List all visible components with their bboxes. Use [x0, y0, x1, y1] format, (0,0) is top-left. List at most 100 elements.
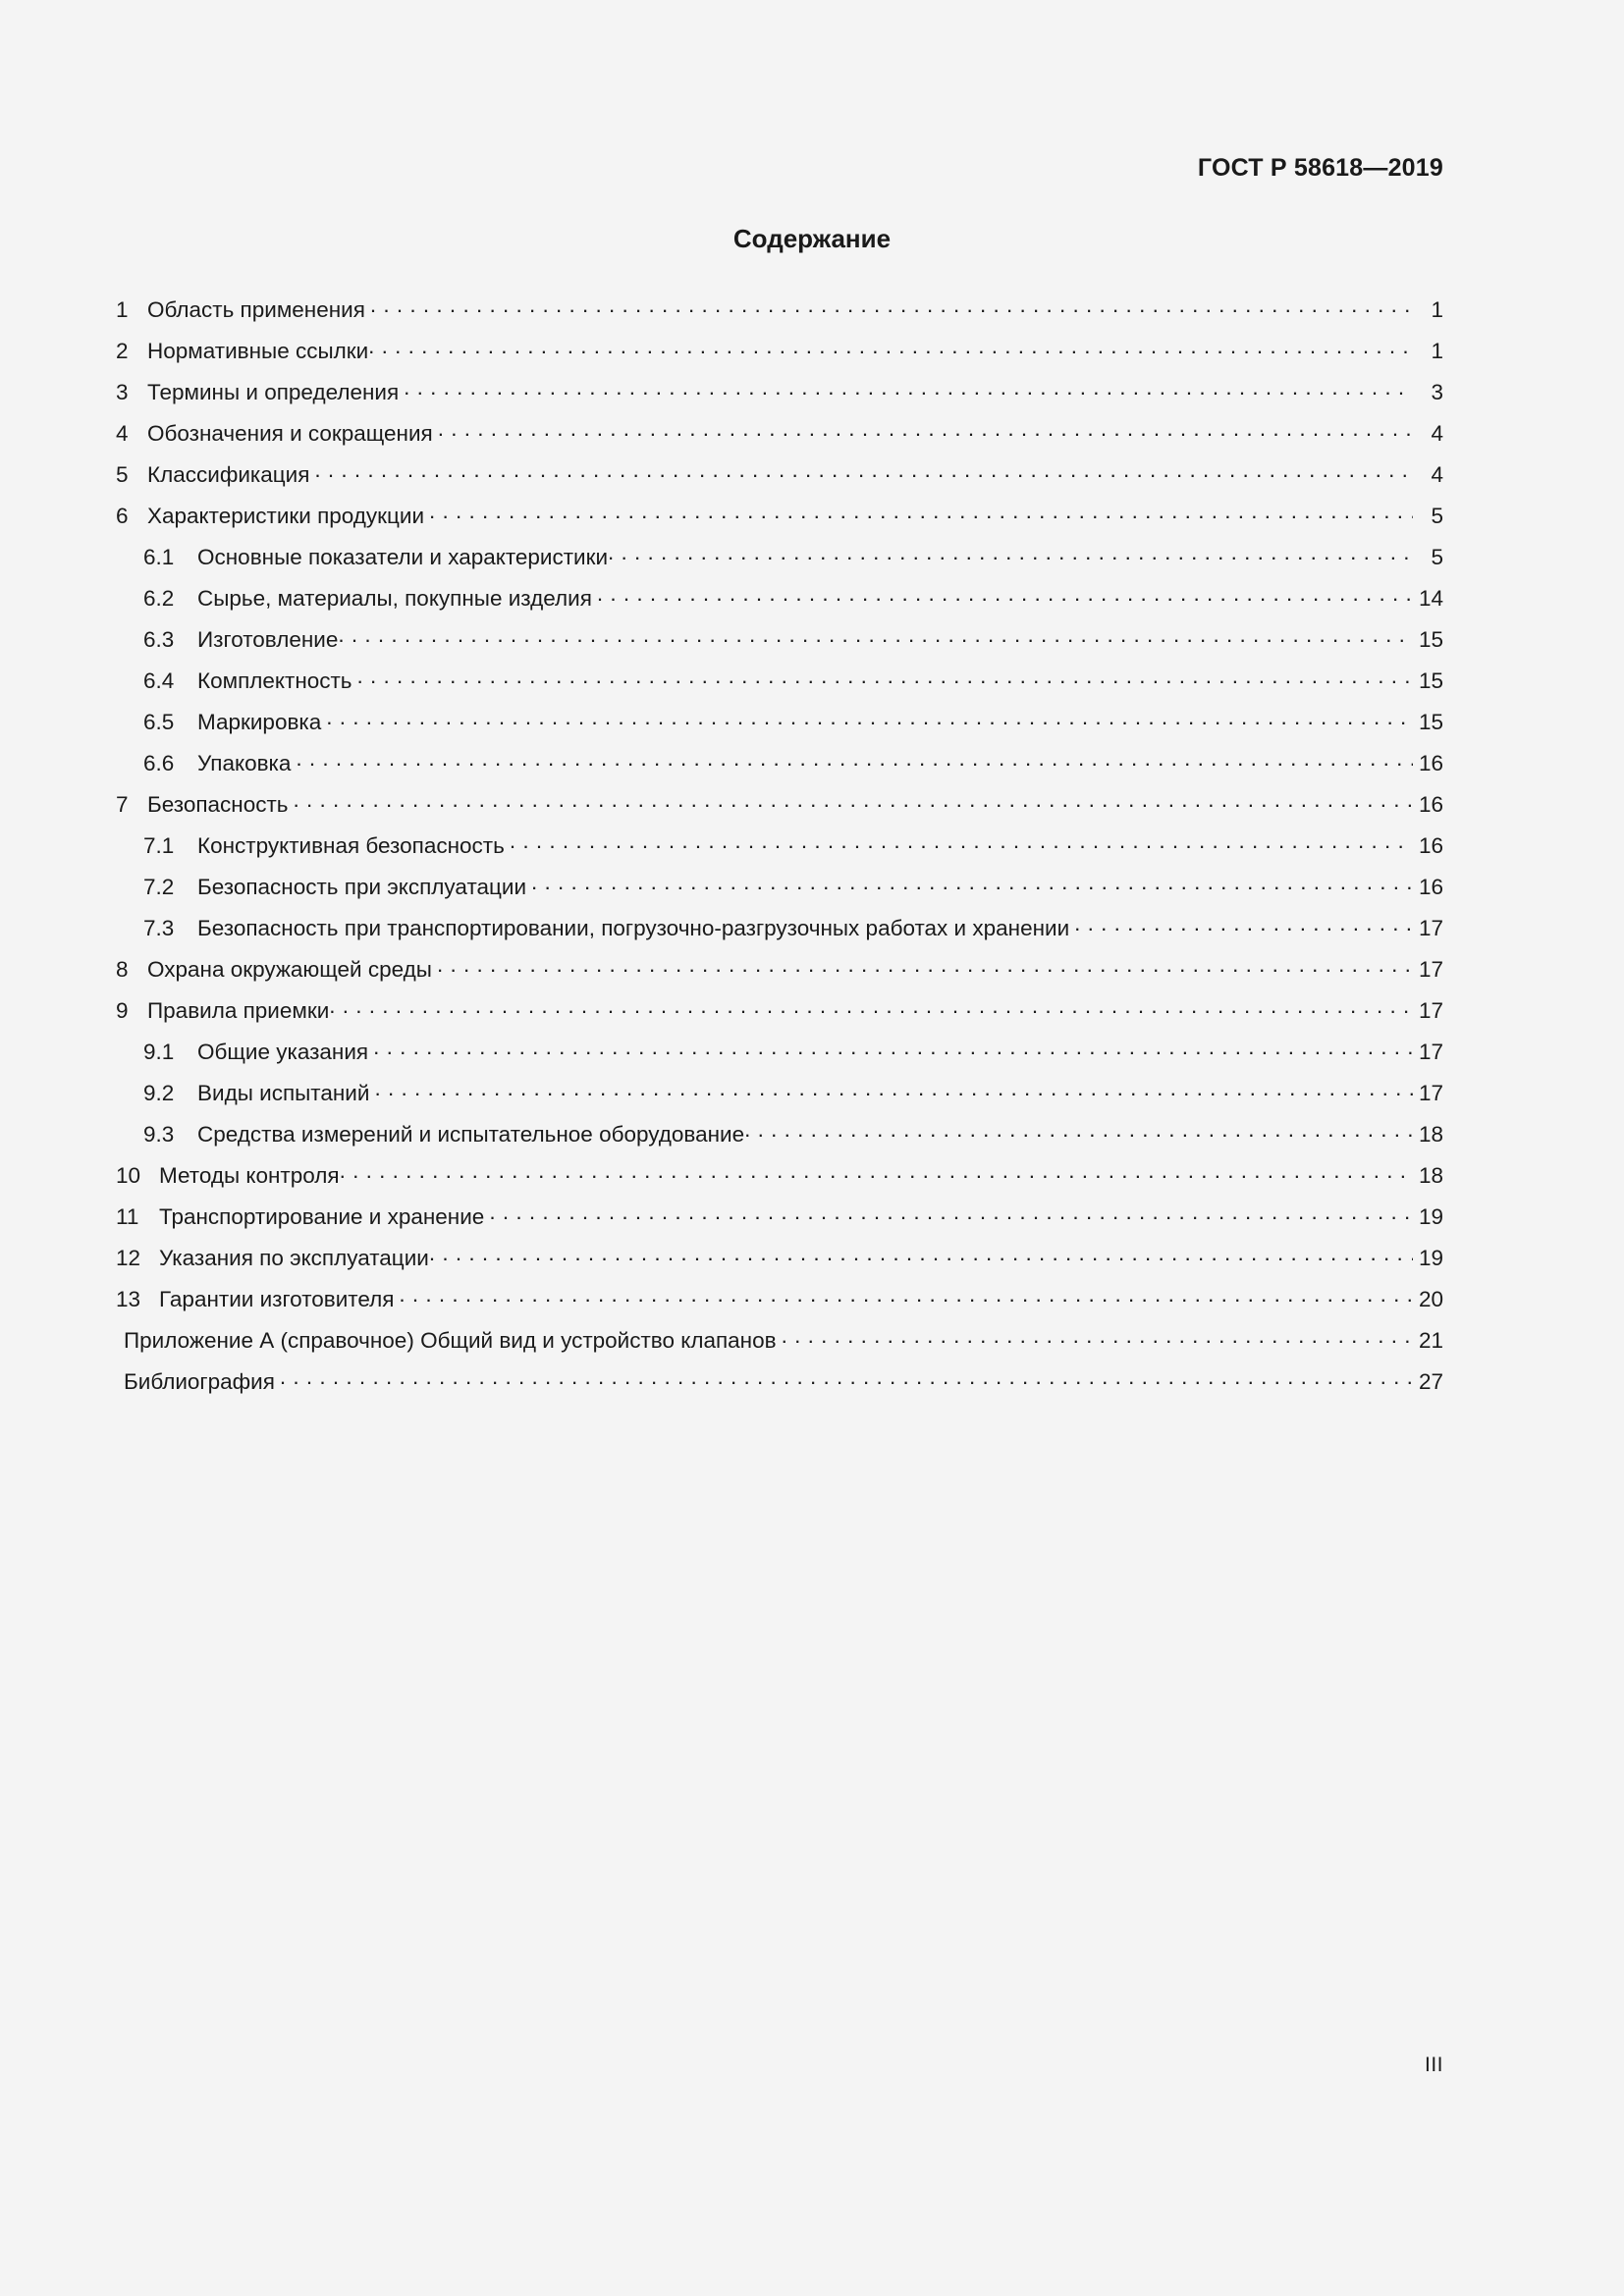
toc-entry-page-number: 19 [1418, 1203, 1443, 1229]
toc-dot-leader [744, 1119, 1413, 1142]
toc-dot-leader [489, 1201, 1413, 1224]
toc-entry[interactable]: 6.1 Основные показатели и характеристики 5 [116, 542, 1443, 583]
toc-entry-label: Комплектность [197, 667, 352, 693]
toc-dot-leader [429, 1243, 1413, 1265]
toc-dot-leader [404, 377, 1413, 400]
toc-entry-number: 6.5 [143, 709, 175, 734]
document-header-standard-code: ГОСТ Р 58618—2019 [1197, 154, 1443, 182]
toc-entry[interactable]: 9.2 Виды испытаний 17 [116, 1078, 1443, 1119]
toc-entry[interactable]: Приложение А (справочное) Общий вид и ус… [116, 1325, 1443, 1366]
toc-entry[interactable]: 10 Методы контроля 18 [116, 1160, 1443, 1201]
toc-entry[interactable]: 11 Транспортирование и хранение 19 [116, 1201, 1443, 1243]
toc-entry[interactable]: 5 Классификация 4 [116, 459, 1443, 501]
toc-entry-number: 5 [116, 461, 129, 487]
toc-entry-page-number: 1 [1431, 296, 1443, 322]
toc-entry-number: 6.1 [143, 544, 175, 569]
toc-entry[interactable]: 7.1 Конструктивная безопасность 16 [116, 830, 1443, 872]
toc-entry-number: 6.4 [143, 667, 175, 693]
toc-dot-leader [326, 707, 1413, 729]
toc-entry[interactable]: Библиография 27 [116, 1366, 1443, 1408]
toc-entry-label: Гарантии изготовителя [159, 1286, 395, 1311]
toc-entry-number: 9.2 [143, 1080, 175, 1105]
toc-entry-label: Основные показатели и характеристики [197, 544, 609, 569]
toc-entry-page-number: 17 [1418, 1080, 1443, 1105]
toc-entry-page-number: 18 [1418, 1162, 1443, 1188]
toc-dot-leader [329, 995, 1413, 1018]
toc-entry[interactable]: 6.6 Упаковка 16 [116, 748, 1443, 789]
footer-page-number: III [1424, 2054, 1443, 2076]
toc-entry[interactable]: 4 Обозначения и сокращения 4 [116, 418, 1443, 459]
toc-entry[interactable]: 9 Правила приемки 17 [116, 995, 1443, 1037]
toc-dot-leader [368, 336, 1413, 358]
toc-entry[interactable]: 6.2 Сырье, материалы, покупные изделия 14 [116, 583, 1443, 624]
toc-entry-number: 7.3 [143, 915, 175, 940]
toc-entry-number: 9 [116, 997, 129, 1023]
toc-entry[interactable]: 6.5 Маркировка 15 [116, 707, 1443, 748]
toc-entry-number: 6.3 [143, 626, 175, 652]
toc-entry[interactable]: 7 Безопасность 16 [116, 789, 1443, 830]
toc-entry-label: Средства измерений и испытательное обору… [197, 1121, 745, 1147]
toc-entry-label: Библиография [124, 1368, 275, 1394]
toc-entry-number: 11 [116, 1203, 139, 1229]
toc-entry-label: Безопасность при транспортировании, погр… [197, 915, 1070, 940]
toc-dot-leader [510, 830, 1413, 853]
toc-entry[interactable]: 6 Характеристики продукции 5 [116, 501, 1443, 542]
toc-entry-page-number: 18 [1418, 1121, 1443, 1147]
toc-dot-leader [608, 542, 1413, 564]
toc-entry-number: 7.1 [143, 832, 175, 858]
toc-entry-page-number: 15 [1418, 709, 1443, 734]
toc-dot-leader [314, 459, 1413, 482]
toc-dot-leader [373, 1037, 1413, 1059]
toc-entry-label: Термины и определения [147, 379, 400, 404]
page-title: Содержание [732, 224, 892, 253]
toc-entry-page-number: 1 [1431, 338, 1443, 363]
toc-entry[interactable]: 7.3 Безопасность при транспортировании, п… [116, 913, 1443, 954]
toc-entry-page-number: 14 [1418, 585, 1443, 611]
toc-entry-number: 6.2 [143, 585, 175, 611]
toc-entry-number: 9.3 [143, 1121, 175, 1147]
toc-dot-leader [438, 418, 1413, 441]
toc-dot-leader [340, 1160, 1413, 1183]
toc-entry[interactable]: 1 Область применения 1 [116, 294, 1443, 336]
toc-dot-leader [531, 872, 1413, 894]
toc-entry-page-number: 17 [1418, 1039, 1443, 1064]
toc-entry[interactable]: 6.4 Комплектность 15 [116, 666, 1443, 707]
toc-entry[interactable]: 13 Гарантии изготовителя 20 [116, 1284, 1443, 1325]
toc-entry-page-number: 15 [1418, 626, 1443, 652]
toc-entry[interactable]: 12 Указания по эксплуатации 19 [116, 1243, 1443, 1284]
toc-entry-page-number: 3 [1431, 379, 1443, 404]
toc-entry-page-number: 16 [1418, 874, 1443, 899]
toc-entry[interactable]: 6.3 Изготовление 15 [116, 624, 1443, 666]
toc-entry[interactable]: 8 Охрана окружающей среды 17 [116, 954, 1443, 995]
toc-entry-label: Обозначения и сокращения [147, 420, 433, 446]
toc-entry[interactable]: 7.2 Безопасность при эксплуатации 16 [116, 872, 1443, 913]
toc-entry-label: Маркировка [197, 709, 322, 734]
toc-entry-number: 12 [116, 1245, 141, 1270]
toc-entry-number: 13 [116, 1286, 141, 1311]
toc-entry[interactable]: 2 Нормативные ссылки 1 [116, 336, 1443, 377]
toc-entry-page-number: 17 [1418, 997, 1443, 1023]
toc-entry-label: Безопасность при эксплуатации [197, 874, 527, 899]
toc-entry-page-number: 17 [1418, 956, 1443, 982]
toc-entry-label: Нормативные ссылки [147, 338, 369, 363]
toc-entry[interactable]: 9.3 Средства измерений и испытательное об… [116, 1119, 1443, 1160]
toc-entry-page-number: 5 [1431, 503, 1443, 528]
toc-entry-page-number: 17 [1418, 915, 1443, 940]
toc-entry[interactable]: 9.1 Общие указания 17 [116, 1037, 1443, 1078]
toc-dot-leader [280, 1366, 1413, 1389]
toc-dot-leader [1074, 913, 1413, 935]
toc-entry-number: 4 [116, 420, 129, 446]
toc-dot-leader [370, 294, 1413, 317]
toc-entry-page-number: 4 [1431, 461, 1443, 487]
toc-entry-number: 7 [116, 791, 129, 817]
toc-entry-page-number: 16 [1418, 791, 1443, 817]
toc-dot-leader [374, 1078, 1413, 1100]
toc-entry-label: Указания по эксплуатации [159, 1245, 429, 1270]
toc-entry[interactable]: 3 Термины и определения 3 [116, 377, 1443, 418]
toc-entry-label: Правила приемки [147, 997, 330, 1023]
toc-entry-page-number: 16 [1418, 750, 1443, 775]
toc-entry-number: 10 [116, 1162, 141, 1188]
toc-dot-leader [437, 954, 1413, 977]
